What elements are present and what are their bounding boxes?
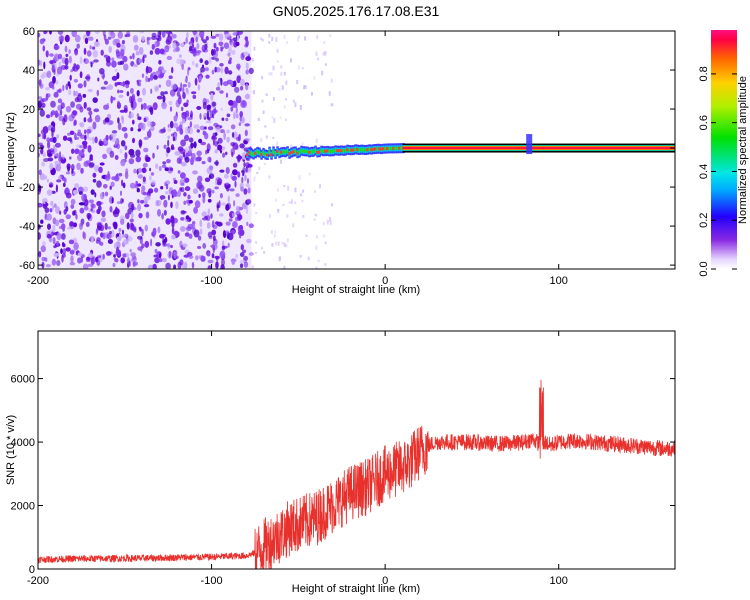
x-tick-label: 100	[550, 275, 568, 287]
x-tick-label: 0	[382, 575, 388, 587]
colorbar-ticks: 0.0 0.2 0.4 0.6 0.8	[698, 66, 737, 277]
y-tick-label: 2000	[11, 501, 35, 513]
spectrogram-y-ticks: -60 -40 -20 0 20 40 60	[19, 26, 675, 272]
y-tick-label: 60	[23, 26, 35, 38]
snr-frame	[37, 330, 676, 570]
signal-line	[246, 134, 675, 160]
spectrogram-y-axis-label: Frequency (Hz)	[5, 112, 17, 188]
y-tick-label: 20	[23, 104, 35, 116]
chart-title: GN05.2025.176.17.08.E31	[273, 3, 440, 19]
y-tick-label: 4000	[11, 437, 35, 449]
y-tick-label: 6000	[11, 374, 35, 386]
snr-y-axis-label: SNR (10 * v/v)	[5, 415, 17, 485]
colorbar-tick-label: 0.0	[698, 261, 710, 276]
x-tick-label: -100	[201, 575, 223, 587]
y-tick-label: 0	[29, 564, 35, 576]
y-tick-label: -60	[19, 260, 35, 272]
x-tick-label: 0	[382, 275, 388, 287]
colorbar-label: Normalized spectral amplitude	[737, 76, 749, 224]
snr-line	[38, 379, 675, 569]
colorbar-gradient	[711, 30, 737, 269]
snr-x-ticks: -200 -100 0 100	[27, 331, 568, 587]
colorbar-tick-label: 0.2	[698, 213, 710, 228]
x-tick-label: -200	[27, 275, 49, 287]
spectrogram-heatmap	[38, 31, 675, 269]
colorbar-tick-label: 0.8	[698, 66, 710, 81]
x-tick-label: -100	[201, 275, 223, 287]
y-tick-label: 40	[23, 65, 35, 77]
x-tick-label: -200	[27, 575, 49, 587]
signal-band-core	[402, 147, 675, 150]
snr-x-axis-label: Height of straight line (km)	[292, 583, 420, 595]
snr-y-ticks: 0 2000 4000 6000	[11, 374, 675, 576]
y-tick-label: -40	[19, 221, 35, 233]
noise-blobs	[38, 31, 254, 269]
spectrogram-x-ticks: -200 -100 0 100	[27, 31, 568, 287]
colorbar-tick-label: 0.4	[698, 164, 710, 179]
snr-plot-area	[38, 331, 675, 569]
x-tick-label: 100	[550, 575, 568, 587]
colorbar-tick-label: 0.6	[698, 115, 710, 130]
spectrogram-frame	[37, 30, 676, 270]
spectrogram-x-axis-label: Height of straight line (km)	[292, 284, 420, 296]
faint-specks	[251, 33, 334, 269]
y-tick-label: -20	[19, 182, 35, 194]
colorbar: 0.0 0.2 0.4 0.6 0.8 Normalized spectral ampl…	[698, 30, 749, 277]
snr-series-layer	[38, 379, 675, 569]
y-tick-label: 0	[29, 143, 35, 155]
signal-spike	[526, 134, 533, 155]
